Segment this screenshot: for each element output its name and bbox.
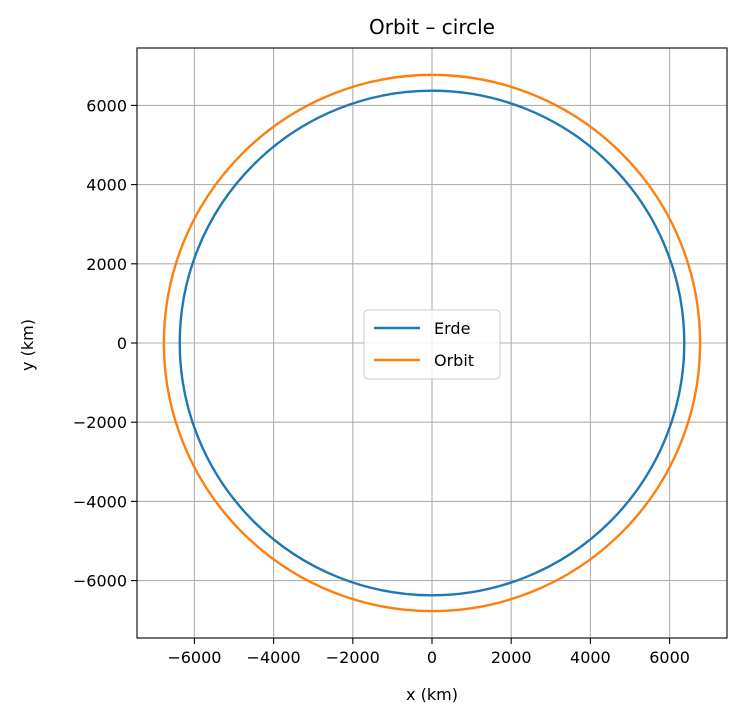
x-tick-label: 4000 <box>570 648 611 667</box>
y-tick-label: 6000 <box>86 96 127 115</box>
y-tick-label: 4000 <box>86 176 127 195</box>
ticks: −6000 −4000 −2000 0 2000 4000 6000 −6000 −4000 −2… <box>73 96 690 667</box>
x-axis-label: x (km) <box>406 685 458 704</box>
legend-box <box>363 309 501 380</box>
y-axis-label: y (km) <box>18 319 37 371</box>
x-tick-label: 2000 <box>491 648 532 667</box>
y-tick-label: 0 <box>117 334 127 353</box>
legend-label-orbit: Orbit <box>434 351 474 370</box>
chart-title: Orbit – circle <box>369 15 495 39</box>
x-tick-label: −2000 <box>326 648 380 667</box>
x-tick-label: −4000 <box>247 648 301 667</box>
y-tick-label: −4000 <box>73 492 127 511</box>
series-line-erde <box>178 89 686 597</box>
x-tick-label: 0 <box>427 648 437 667</box>
y-tick-label: −2000 <box>73 413 127 432</box>
x-tick-label: 6000 <box>649 648 690 667</box>
y-tick-label: 2000 <box>86 255 127 274</box>
series-layer <box>162 73 702 613</box>
y-tick-label: −6000 <box>73 572 127 591</box>
legend-label-erde: Erde <box>434 319 470 338</box>
x-tick-label: −6000 <box>167 648 221 667</box>
legend: Erde Orbit <box>363 309 501 380</box>
series-line-orbit <box>162 73 702 613</box>
